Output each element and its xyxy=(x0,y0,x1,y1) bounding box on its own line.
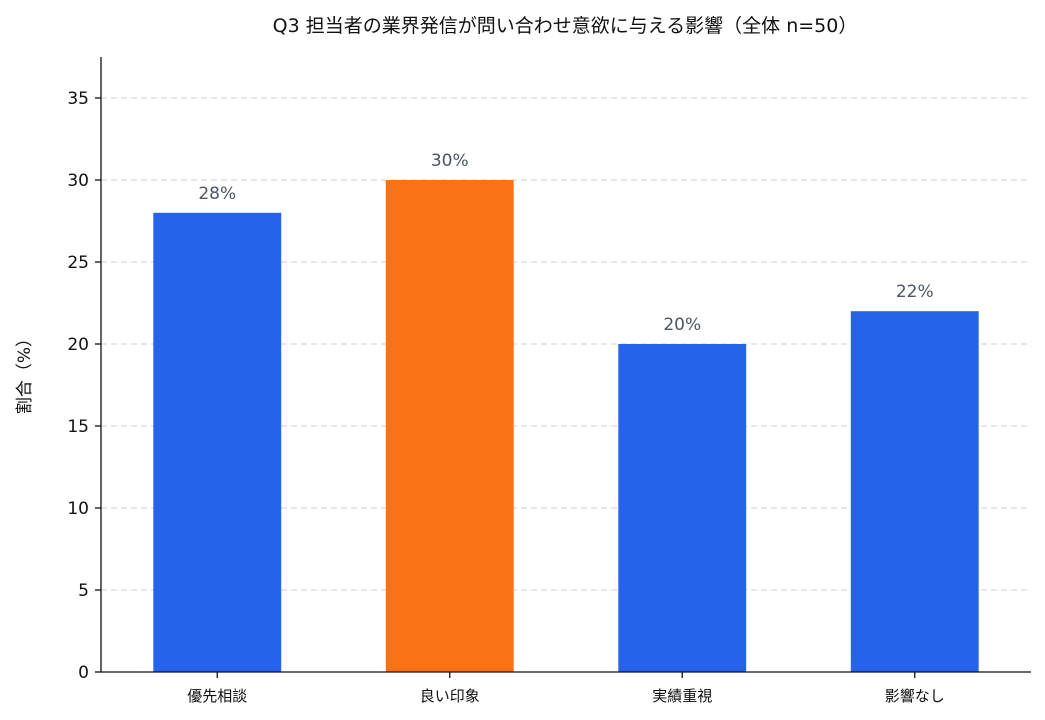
y-tick-label: 25 xyxy=(67,253,89,273)
bar xyxy=(153,212,282,673)
data-label: 28% xyxy=(198,184,236,204)
y-tick-label: 35 xyxy=(67,89,89,109)
bar xyxy=(618,344,747,672)
bar xyxy=(385,180,514,672)
axes xyxy=(95,57,1031,678)
x-tick-label: 影響なし xyxy=(885,687,945,705)
y-tick-label: 20 xyxy=(67,335,89,355)
labels: 0 5 10 15 20 25 30 35 28% 優先相談 30% 良い印象 20% 実績重視 22% 影響… xyxy=(67,89,944,705)
bar xyxy=(850,311,979,672)
y-axis-label: 割合（%） xyxy=(15,330,35,414)
data-label: 20% xyxy=(663,315,701,335)
y-tick-label: 15 xyxy=(67,417,89,437)
y-tick-label: 10 xyxy=(67,499,89,519)
y-tick-label: 5 xyxy=(78,581,89,601)
y-tick-label: 30 xyxy=(67,171,89,191)
x-tick-label: 実績重視 xyxy=(652,687,712,705)
chart-title: Q3 担当者の業界発信が問い合わせ意欲に与える影響（全体 n=50） xyxy=(273,15,858,37)
x-tick-label: 良い印象 xyxy=(420,687,480,705)
x-tick-label: 優先相談 xyxy=(187,687,247,705)
bars xyxy=(153,180,979,673)
data-label: 30% xyxy=(431,151,469,171)
data-label: 22% xyxy=(896,282,934,302)
y-tick-label: 0 xyxy=(78,663,89,683)
